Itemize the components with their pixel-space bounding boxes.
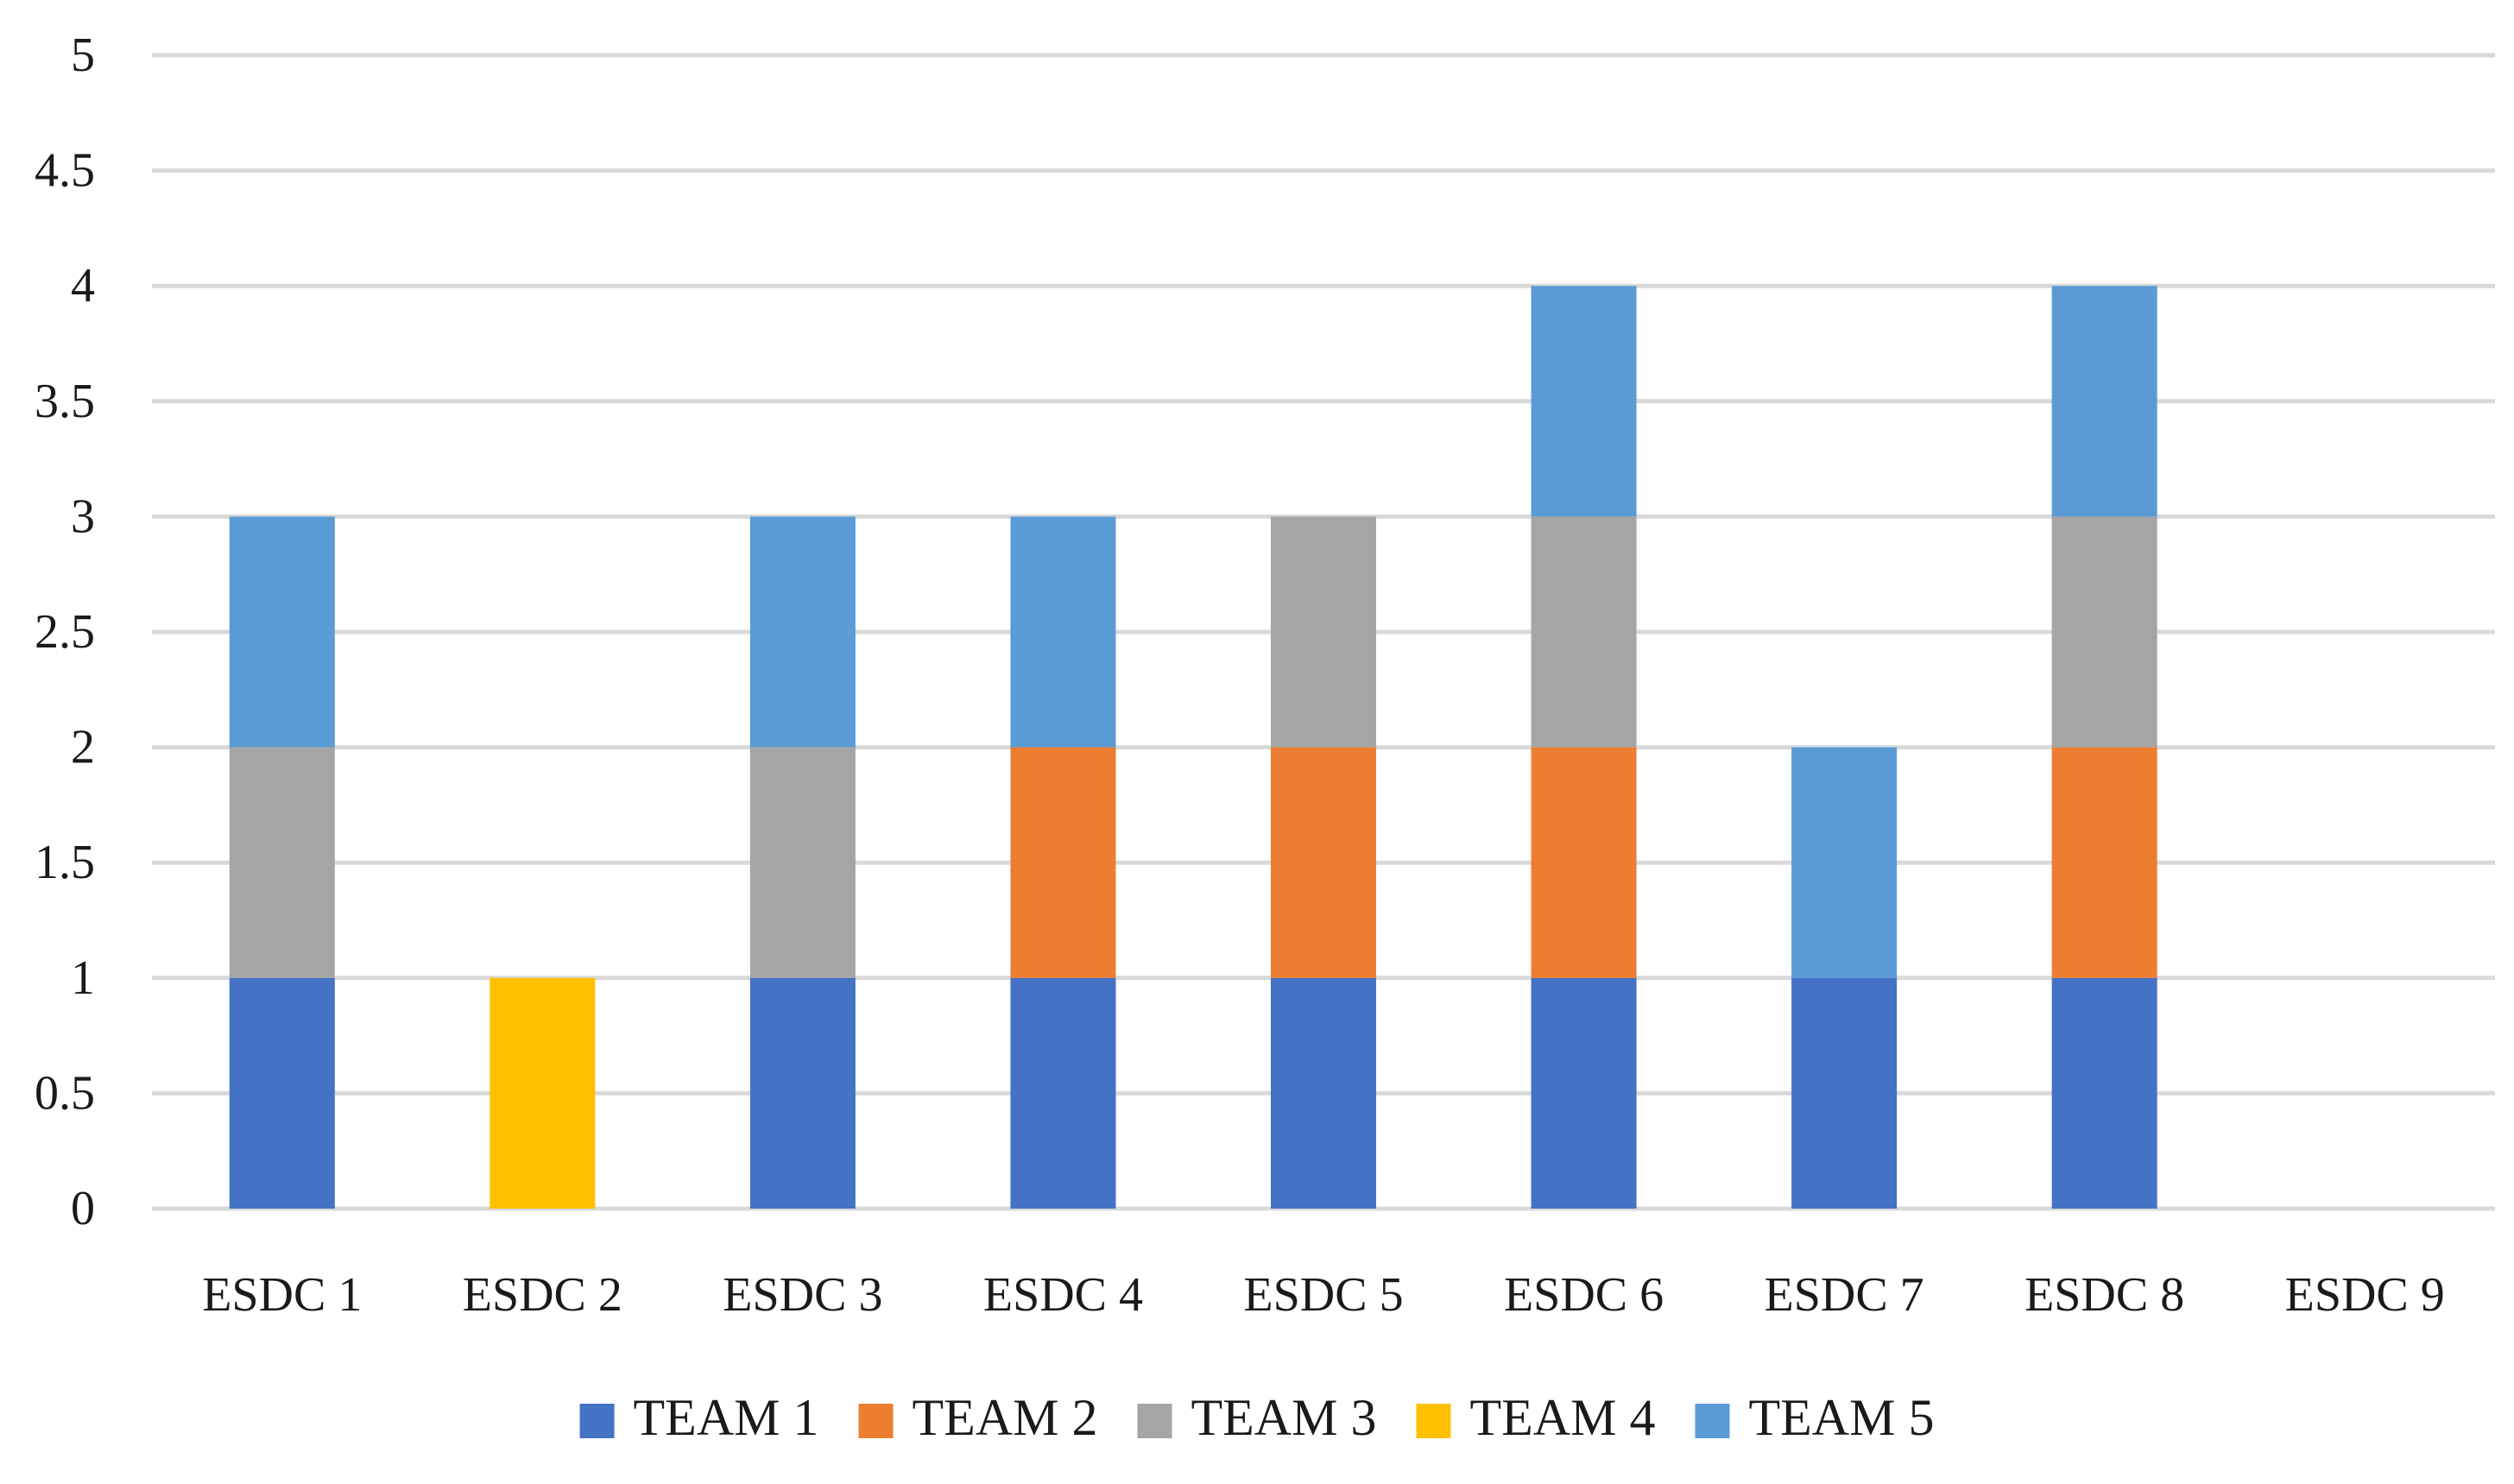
bar-segment-team-3: [1531, 516, 1637, 748]
bar-segment-team-5: [749, 516, 856, 748]
y-tick-label: 2: [71, 721, 95, 774]
x-category-label: ESDC 7: [1765, 1268, 1924, 1322]
legend-label: TEAM 2: [913, 1389, 1098, 1446]
bar-segment-team-3: [2051, 516, 2157, 748]
y-tick-label: 1: [71, 951, 95, 1005]
x-category-label: ESDC 1: [202, 1268, 362, 1322]
legend-item: TEAM 3: [1137, 1389, 1377, 1446]
bar-segment-team-5: [1010, 516, 1116, 748]
legend-label: TEAM 4: [1469, 1389, 1655, 1446]
bar-segment-team-1: [1271, 977, 1376, 1209]
legend-item: TEAM 1: [579, 1389, 819, 1446]
bar-segment-team-5: [229, 516, 335, 748]
bars: [229, 286, 2157, 1209]
bar-segment-team-3: [229, 747, 335, 978]
bar-segment-team-1: [2051, 977, 2157, 1209]
bar-segment-team-5: [2051, 286, 2157, 517]
bar-segment-team-1: [1531, 977, 1637, 1209]
bar-segment-team-2: [1531, 747, 1637, 978]
y-axis-tick-labels: 0 0.5 1 1.5 2 2.5 3 3.5 4 4.5 5: [35, 28, 95, 1235]
bar-segment-team-1: [1010, 977, 1116, 1209]
legend-item: TEAM 4: [1416, 1389, 1655, 1446]
y-tick-label: 0: [71, 1182, 95, 1235]
legend-label: TEAM 1: [634, 1389, 819, 1446]
legend-item: TEAM 2: [858, 1389, 1098, 1446]
y-tick-label: 0.5: [35, 1066, 95, 1120]
bar-segment-team-3: [1271, 516, 1376, 748]
x-category-label: ESDC 2: [463, 1268, 622, 1322]
legend-swatch: [579, 1404, 615, 1438]
bar-segment-team-1: [1791, 977, 1898, 1209]
bar-segment-team-2: [1271, 747, 1376, 978]
x-axis-category-labels: ESDC 1 ESDC 2 ESDC 3 ESDC 4 ESDC 5 ESDC 6 ESDC…: [202, 1268, 2445, 1322]
y-tick-label: 5: [71, 28, 95, 82]
x-category-label: ESDC 3: [723, 1268, 882, 1322]
legend-swatch: [1695, 1404, 1730, 1438]
bar-segment-team-4: [490, 977, 596, 1209]
y-tick-label: 4.5: [35, 144, 95, 198]
y-tick-label: 3: [71, 489, 95, 543]
legend-label: TEAM 5: [1748, 1389, 1934, 1446]
bar-segment-team-1: [749, 977, 856, 1209]
y-tick-label: 1.5: [35, 836, 95, 889]
bar-segment-team-2: [2051, 747, 2157, 978]
legend: TEAM 1 TEAM 2 TEAM 3 TEAM 4 TEAM 5: [579, 1389, 1934, 1446]
x-category-label: ESDC 5: [1243, 1268, 1403, 1322]
x-category-label: ESDC 8: [2024, 1268, 2184, 1322]
bar-segment-team-5: [1531, 286, 1637, 517]
legend-item: TEAM 5: [1695, 1389, 1934, 1446]
bar-segment-team-3: [749, 747, 856, 978]
y-tick-label: 3.5: [35, 375, 95, 428]
legend-swatch: [858, 1404, 894, 1438]
y-tick-label: 4: [71, 259, 95, 313]
bar-segment-team-1: [229, 977, 335, 1209]
legend-swatch: [1137, 1404, 1172, 1438]
y-tick-label: 2.5: [35, 605, 95, 659]
legend-label: TEAM 3: [1191, 1389, 1377, 1446]
x-category-label: ESDC 6: [1504, 1268, 1664, 1322]
bar-segment-team-5: [1791, 747, 1898, 978]
x-category-label: ESDC 9: [2285, 1268, 2445, 1322]
bar-segment-team-2: [1010, 747, 1116, 978]
legend-swatch: [1416, 1404, 1451, 1438]
x-category-label: ESDC 4: [983, 1268, 1143, 1322]
